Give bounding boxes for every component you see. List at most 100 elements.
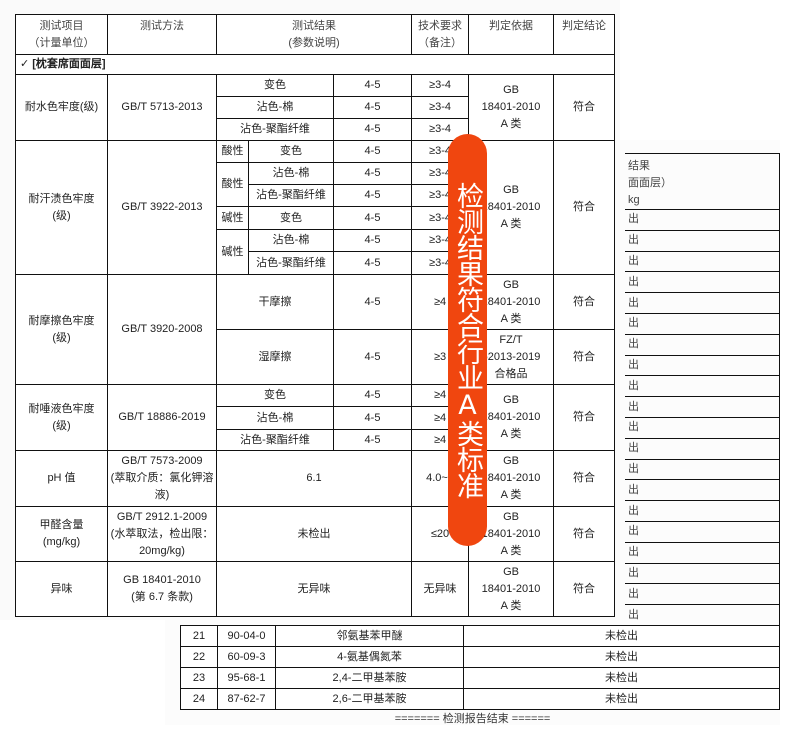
back-result-cell: 出 xyxy=(625,312,780,335)
report-end-line: ======= 检测报告结束 ====== xyxy=(394,713,551,725)
cell-result: 未检出 xyxy=(463,625,780,647)
back-result-cell: 出 xyxy=(625,354,780,377)
param: 沾色-棉 xyxy=(248,162,334,185)
conclusion: 符合 xyxy=(553,74,616,141)
requirement: 无异味 xyxy=(411,561,470,617)
back-result-cell: 出 xyxy=(625,416,780,439)
back-result-cell: 出 xyxy=(625,500,780,522)
alkali-label: 碱性 xyxy=(216,229,249,275)
back-result-cell: 出 xyxy=(625,229,780,252)
back-results-strip: 结果 面面层） kg 出出出出出出出出出出出出出出出出出出出出 xyxy=(625,153,780,626)
rubbing-method: GB/T 3920-2008 xyxy=(107,274,217,385)
param: 变色 xyxy=(248,206,334,230)
saliva-item: 耐唾液色牢度 (级) xyxy=(15,384,108,451)
basis: GB 18401-2010 A 类 xyxy=(468,74,555,141)
basis: GB 18401-2010 A 类 xyxy=(468,561,555,617)
back-result-cell: 出 xyxy=(625,437,780,460)
header-conclusion: 判定结论 xyxy=(553,14,616,55)
requirement: ≥3-4 xyxy=(411,74,470,97)
param: 沾色-棉 xyxy=(248,229,334,252)
header-result: 测试结果 (参数说明) xyxy=(215,14,413,55)
back-result-cell: 出 xyxy=(625,458,780,481)
value: 4-5 xyxy=(332,274,413,330)
param: 沾色-棉 xyxy=(216,406,334,430)
param: 沾色-聚酯纤维 xyxy=(248,184,334,207)
header-requirement: 技术要求 （备注） xyxy=(411,14,470,55)
ph-value: 6.1 xyxy=(215,450,413,507)
header-item: 测试项目 （计量单位） xyxy=(15,14,108,55)
param: 变色 xyxy=(248,140,334,163)
cell-result: 未检出 xyxy=(463,688,780,710)
cell-cas: 90-04-0 xyxy=(217,625,276,647)
param: 变色 xyxy=(216,74,334,97)
conclusion: 符合 xyxy=(553,384,616,451)
requirement: ≥3-4 xyxy=(411,96,470,119)
table-row: 22 60-09-3 4-氨基偶氮苯 未检出 xyxy=(180,646,780,668)
value: 4-5 xyxy=(332,162,413,185)
conclusion: 符合 xyxy=(553,140,616,275)
sweat-method: GB/T 3922-2013 xyxy=(107,140,217,275)
ph-item: pH 值 xyxy=(15,450,108,507)
conclusion: 符合 xyxy=(553,274,616,330)
odor-item: 异味 xyxy=(15,561,108,617)
back-results-table: 21 90-04-0 邻氨基苯甲醚 未检出 22 60-09-3 4-氨基偶氮苯 未检出 23 9… xyxy=(180,625,780,710)
conclusion: 符合 xyxy=(553,506,616,562)
cell-cas: 87-62-7 xyxy=(217,688,276,710)
param: 湿摩擦 xyxy=(216,329,334,385)
alkali-label: 碱性 xyxy=(216,206,249,230)
odor-value: 无异味 xyxy=(215,561,413,617)
param: 变色 xyxy=(216,384,334,407)
table-row: 21 90-04-0 邻氨基苯甲醚 未检出 xyxy=(180,625,780,647)
value: 4-5 xyxy=(332,329,413,385)
param: 沾色-聚酯纤维 xyxy=(216,429,334,451)
back-result-cell: 出 xyxy=(625,271,780,294)
value: 4-5 xyxy=(332,229,413,252)
table-row: 24 87-62-7 2,6-二甲基苯胺 未检出 xyxy=(180,688,780,710)
cell-no: 21 xyxy=(180,625,218,647)
value: 4-5 xyxy=(332,140,413,163)
value: 4-5 xyxy=(332,206,413,230)
back-header-fragment: 结果 面面层） kg xyxy=(625,153,780,210)
acid-label: 酸性 xyxy=(216,162,249,207)
water-item: 耐水色牢度(级) xyxy=(15,74,108,141)
cell-cas: 60-09-3 xyxy=(217,646,276,668)
sweat-item: 耐汗渍色牢度 (级) xyxy=(15,140,108,275)
conformity-banner: 检测结果符合行业A类标准 xyxy=(448,134,487,546)
value: 4-5 xyxy=(332,251,413,275)
back-result-cell: 出 xyxy=(625,583,780,606)
front-report-page: 测试项目 （计量单位） 测试方法 测试结果 (参数说明) 技术要求 （备注） 判… xyxy=(14,14,616,617)
header-row: 测试项目 （计量单位） 测试方法 测试结果 (参数说明) 技术要求 （备注） 判… xyxy=(15,14,616,55)
ph-method: GB/T 7573-2009 (萃取介质：氯化钾溶液) xyxy=(107,450,217,507)
param: 干摩擦 xyxy=(216,274,334,330)
value: 4-5 xyxy=(332,384,413,407)
param: 沾色-聚酯纤维 xyxy=(248,251,334,275)
value: 4-5 xyxy=(332,96,413,119)
conclusion: 符合 xyxy=(553,329,616,385)
value: 4-5 xyxy=(332,184,413,207)
formaldehyde-method: GB/T 2912.1-2009 (水萃取法，检出限：20mg/kg) xyxy=(107,506,217,562)
back-result-cell: 出 xyxy=(625,520,780,543)
rubbing-item: 耐摩擦色牢度 (级) xyxy=(15,274,108,385)
header-basis: 判定依据 xyxy=(468,14,555,55)
cell-result: 未检出 xyxy=(463,667,780,689)
value: 4-5 xyxy=(332,118,413,141)
back-result-cell: 出 xyxy=(625,396,780,418)
param: 沾色-棉 xyxy=(216,96,334,119)
section-title: ✓ [枕套席面面层] xyxy=(14,54,616,75)
cell-name: 2,6-二甲基苯胺 xyxy=(275,688,464,710)
cell-name: 邻氨基苯甲醚 xyxy=(275,625,464,647)
formaldehyde-value: 未检出 xyxy=(215,506,413,562)
header-method: 测试方法 xyxy=(107,14,217,55)
back-result-cell: 出 xyxy=(625,562,780,585)
back-result-cell: 出 xyxy=(625,333,780,356)
cell-name: 2,4-二甲基苯胺 xyxy=(275,667,464,689)
water-method: GB/T 5713-2013 xyxy=(107,74,217,141)
conclusion: 符合 xyxy=(553,450,616,507)
test-results-table: 测试项目 （计量单位） 测试方法 测试结果 (参数说明) 技术要求 （备注） 判… xyxy=(14,14,616,617)
cell-name: 4-氨基偶氮苯 xyxy=(275,646,464,668)
back-result-cell: 出 xyxy=(625,292,780,314)
conclusion: 符合 xyxy=(553,561,616,617)
table-row: 耐水色牢度(级) GB/T 5713-2013 变色 4-5 ≥3-4 GB 1… xyxy=(15,74,616,141)
value: 4-5 xyxy=(332,406,413,430)
table-row: 23 95-68-1 2,4-二甲基苯胺 未检出 xyxy=(180,667,780,689)
